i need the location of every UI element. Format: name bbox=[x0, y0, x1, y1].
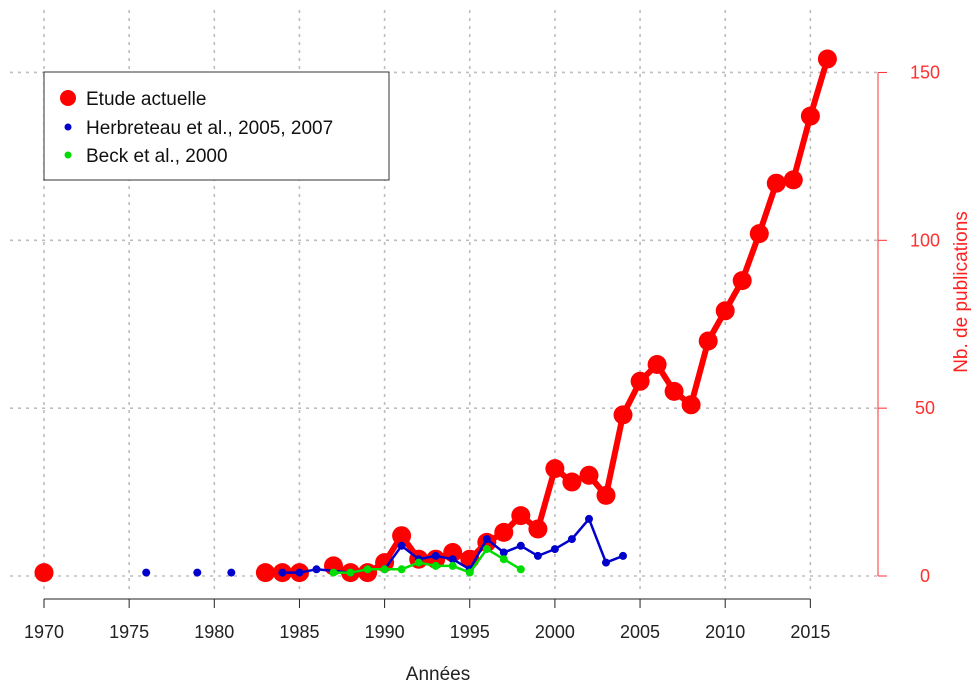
x-tick-label-2015: 2015 bbox=[790, 622, 830, 642]
legend-label-beck: Beck et al., 2000 bbox=[86, 146, 228, 167]
data-point-herbreteau-1997 bbox=[499, 548, 508, 557]
legend-marker-beck bbox=[64, 151, 72, 159]
y-tick-label-100: 100 bbox=[910, 230, 940, 250]
data-point-etude-2009 bbox=[698, 331, 718, 351]
data-point-etude-2000 bbox=[545, 459, 565, 479]
data-point-etude-2008 bbox=[681, 395, 701, 415]
x-tick-label-2000: 2000 bbox=[535, 622, 575, 642]
data-point-etude-1990 bbox=[375, 553, 395, 573]
data-point-etude-2011 bbox=[732, 271, 752, 291]
legend-label-herbreteau: Herbreteau et al., 2005, 2007 bbox=[86, 118, 333, 139]
data-point-beck-1994 bbox=[448, 561, 457, 570]
data-point-herbreteau-2001 bbox=[567, 535, 576, 544]
axes: 1970 1975 1980 1985 1990 1995 2000 2005 2010 2015… bbox=[24, 62, 940, 642]
data-point-beck-1995 bbox=[465, 568, 474, 577]
data-point-etude-1983 bbox=[255, 563, 275, 583]
data-point-beck-1988 bbox=[346, 568, 355, 577]
data-point-herbreteau-1976 bbox=[142, 568, 151, 577]
data-point-etude-2014 bbox=[783, 170, 803, 190]
data-point-herbreteau-1994 bbox=[448, 555, 457, 564]
data-point-etude-1970 bbox=[34, 563, 54, 583]
data-point-herbreteau-1998 bbox=[516, 541, 525, 550]
data-point-herbreteau-2003 bbox=[602, 558, 610, 567]
data-point-herbreteau-1979 bbox=[193, 568, 202, 577]
data-point-etude-2006 bbox=[647, 355, 667, 374]
data-point-etude-1999 bbox=[528, 519, 548, 539]
data-point-herbreteau-1986 bbox=[312, 565, 321, 574]
data-point-beck-1990 bbox=[380, 565, 389, 574]
data-point-herbreteau-1991 bbox=[397, 541, 406, 550]
legend-marker-herbreteau bbox=[64, 123, 72, 131]
x-tick-label-1985: 1985 bbox=[279, 622, 319, 642]
data-point-etude-2016 bbox=[817, 49, 837, 69]
data-point-beck-1989 bbox=[363, 565, 372, 574]
data-point-etude-2003 bbox=[596, 485, 616, 505]
data-point-etude-2002 bbox=[579, 465, 599, 485]
legend-label-etude: Etude actuelle bbox=[86, 89, 206, 110]
data-point-beck-1998 bbox=[516, 565, 525, 574]
data-point-herbreteau-1993 bbox=[431, 551, 440, 560]
data-point-etude-1991 bbox=[392, 526, 412, 546]
y-tick-label-150: 150 bbox=[910, 62, 940, 82]
x-tick-label-2010: 2010 bbox=[705, 622, 745, 642]
data-point-etude-2013 bbox=[766, 173, 786, 193]
data-point-beck-1993 bbox=[431, 561, 440, 570]
x-tick-label-1990: 1990 bbox=[365, 622, 405, 642]
data-point-beck-1992 bbox=[414, 558, 423, 567]
data-point-etude-2005 bbox=[630, 371, 650, 391]
data-point-herbreteau-2000 bbox=[550, 545, 559, 554]
data-point-etude-2007 bbox=[664, 381, 684, 401]
legend-marker-etude bbox=[60, 90, 76, 106]
x-tick-label-2005: 2005 bbox=[620, 622, 660, 642]
data-point-etude-2001 bbox=[562, 472, 582, 492]
x-tick-label-1980: 1980 bbox=[194, 622, 234, 642]
data-point-etude-2015 bbox=[800, 106, 820, 126]
data-point-herbreteau-2002 bbox=[585, 514, 593, 523]
x-tick-label-1975: 1975 bbox=[109, 622, 149, 642]
legend-box bbox=[43, 71, 390, 181]
y-tick-label-0: 0 bbox=[920, 566, 930, 586]
data-point-etude-2012 bbox=[749, 224, 769, 244]
data-point-etude-2004 bbox=[613, 405, 633, 425]
data-point-beck-1997 bbox=[499, 555, 508, 564]
data-point-herbreteau-1981 bbox=[227, 568, 236, 577]
x-tick-label-1995: 1995 bbox=[450, 622, 490, 642]
x-axis-label: Années bbox=[406, 664, 470, 685]
data-point-beck-1987 bbox=[329, 568, 338, 577]
data-point-beck-1991 bbox=[397, 565, 406, 574]
data-point-etude-1997 bbox=[494, 522, 514, 542]
series-beck bbox=[329, 545, 525, 577]
y-axis-label: Nb. de publications bbox=[951, 211, 972, 373]
data-point-herbreteau-1996 bbox=[482, 535, 491, 544]
data-point-herbreteau-1999 bbox=[533, 551, 542, 560]
series-group bbox=[34, 49, 837, 583]
data-point-beck-1996 bbox=[482, 545, 491, 554]
x-tick-label-1970: 1970 bbox=[24, 622, 64, 642]
data-point-herbreteau-1984 bbox=[278, 568, 287, 577]
data-point-etude-2010 bbox=[715, 301, 735, 321]
data-point-etude-1998 bbox=[511, 506, 531, 526]
data-point-herbreteau-2004 bbox=[619, 551, 627, 560]
data-point-herbreteau-1985 bbox=[295, 568, 304, 577]
legend: Etude actuelle Herbreteau et al., 2005, … bbox=[43, 71, 390, 181]
y-tick-label-50: 50 bbox=[915, 398, 935, 418]
